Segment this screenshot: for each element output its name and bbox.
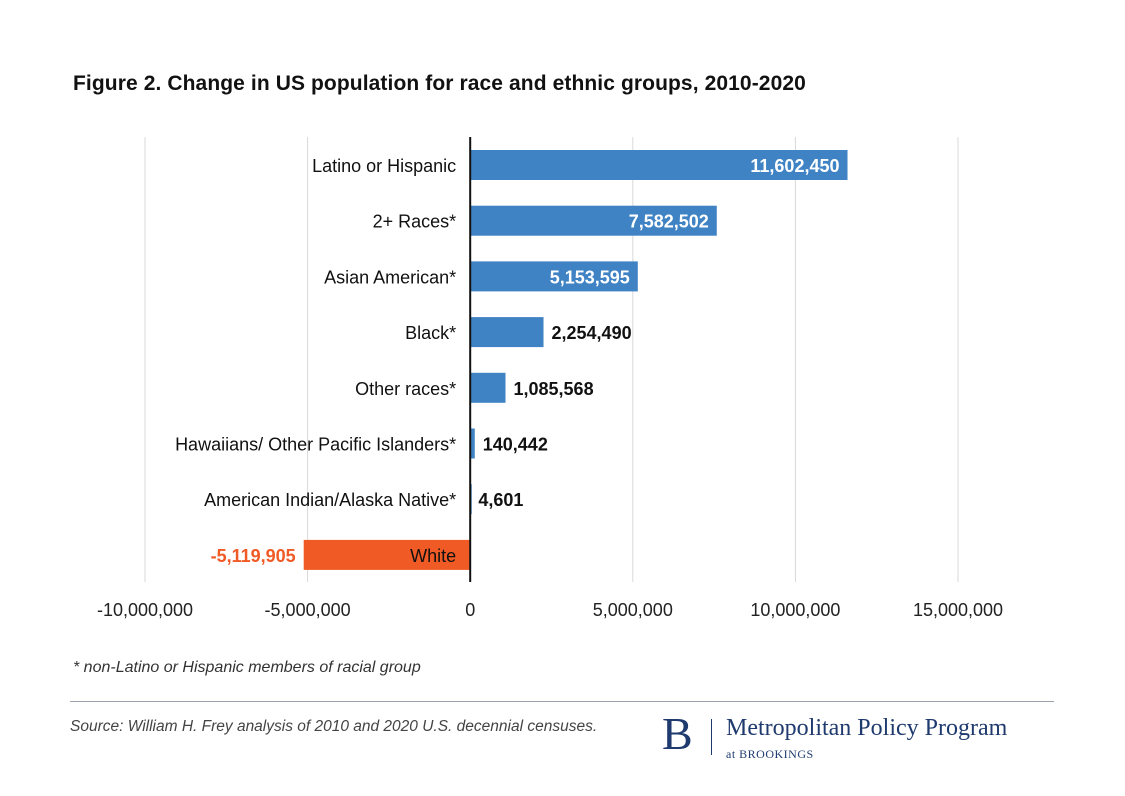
category-label: Hawaiians/ Other Pacific Islanders*: [175, 435, 456, 455]
footnote: * non-Latino or Hispanic members of raci…: [73, 659, 421, 676]
brookings-logo: B Metropolitan Policy Program at BROOKIN…: [662, 709, 1062, 763]
logo-divider: [711, 719, 712, 755]
x-tick-label: 0: [465, 600, 475, 620]
divider: [70, 701, 1054, 702]
bar: [303, 539, 471, 570]
logo-subtitle: at BROOKINGS: [726, 747, 814, 761]
source-note: Source: William H. Frey analysis of 2010…: [70, 718, 598, 735]
x-tick-label: 15,000,000: [913, 600, 1003, 620]
logo-program-name: Metropolitan Policy Program: [726, 715, 1008, 741]
data-label: 11,602,450: [750, 156, 839, 176]
category-label: Asian American*: [324, 267, 456, 287]
bar-chart: -10,000,000 -5,000,000 0 5,000,000 10,000,00…: [97, 137, 1003, 620]
bar: [470, 372, 506, 403]
category-label: White: [410, 546, 456, 566]
x-tick-label: 10,000,000: [750, 600, 840, 620]
data-label: 140,442: [483, 435, 548, 455]
x-tick-label: -10,000,000: [97, 600, 193, 620]
category-label: Other races*: [355, 379, 456, 399]
bar: [470, 317, 544, 348]
bar: [470, 150, 848, 180]
bar: [470, 205, 717, 236]
data-label: 1,085,568: [514, 379, 594, 399]
chart-title: Figure 2. Change in US population for ra…: [73, 72, 806, 95]
data-label: 4,601: [478, 490, 523, 510]
x-tick-label: 5,000,000: [593, 600, 673, 620]
data-label: 7,582,502: [629, 212, 709, 232]
bar: [470, 428, 475, 459]
data-label: 5,153,595: [550, 267, 630, 287]
data-label: -5,119,905: [211, 546, 296, 566]
category-label: Black*: [405, 323, 456, 343]
logo-letter: B: [662, 708, 693, 759]
category-label: 2+ Races*: [373, 212, 457, 232]
category-label: American Indian/Alaska Native*: [204, 490, 456, 510]
data-label: 2,254,490: [552, 323, 632, 343]
bar: [470, 261, 638, 292]
category-label: Latino or Hispanic: [312, 156, 456, 176]
x-tick-label: -5,000,000: [265, 600, 351, 620]
